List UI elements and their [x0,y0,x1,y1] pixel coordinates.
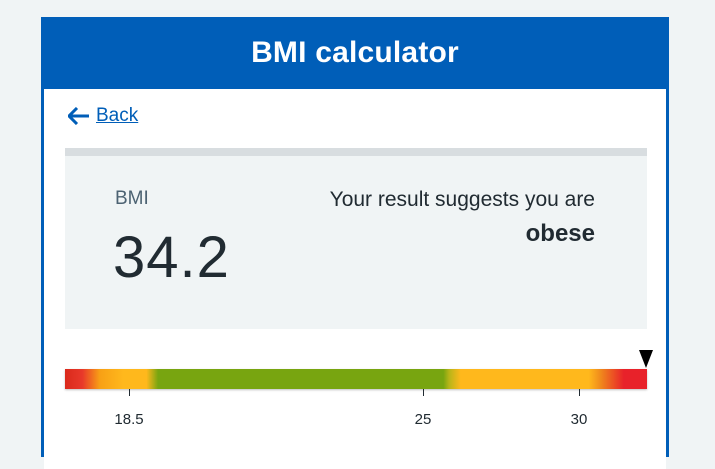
bmi-scale-bar [65,369,647,389]
scale-tick-label: 18.5 [114,411,144,428]
bmi-value: 34.2 [113,225,230,290]
bmi-label: BMI [115,188,149,209]
bmi-calculator-card: BMI calculator Back BMI 34.2 Your result… [41,17,669,469]
scale-tick-label: 30 [570,411,588,428]
arrow-left-icon [68,107,89,125]
bmi-marker-icon [639,350,653,368]
result-box: BMI 34.2 Your result suggests you are ob… [65,148,647,329]
result-category: obese [525,220,595,247]
content-panel: Back BMI 34.2 Your result suggests you a… [44,89,666,469]
scale-tick [579,389,580,396]
scale-tick [129,389,130,396]
page-title: BMI calculator [251,36,459,69]
result-suggestion-text: Your result suggests you are [329,188,595,211]
scale-tick [423,389,424,396]
back-link[interactable]: Back [68,105,138,127]
scale-tick-label: 25 [414,411,432,428]
header: BMI calculator [41,17,669,89]
back-label: Back [96,105,139,126]
